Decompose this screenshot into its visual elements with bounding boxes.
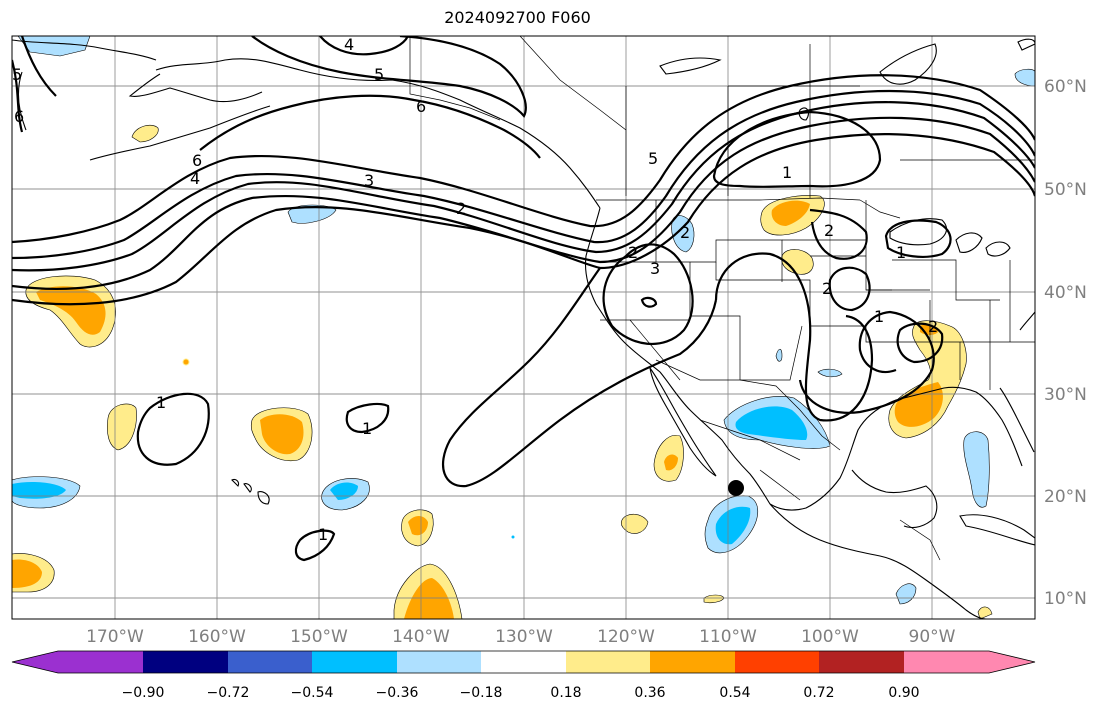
contour-labels: 4 5 6 6 5 3 2 6 4 5 2 3 2 1 2 2 1 1 1 1 … [12,35,938,544]
colorbar-segment [481,651,566,673]
colorbar-tick-label: −0.54 [291,685,334,701]
colorbar-tick-label: 0.72 [803,685,834,701]
lat-label: 40°N [1044,283,1087,303]
colorbar-segment [735,651,819,673]
contour-label: 5 [648,149,658,168]
colorbar-segment [819,651,904,673]
contour-label: 5 [12,65,22,84]
lon-label: 140°W [392,627,450,647]
colorbar-segment [650,651,735,673]
contour-label: 5 [374,65,384,84]
lat-label: 30°N [1044,385,1087,405]
contour-label: 2 [680,223,690,242]
colorbar-segment [566,651,650,673]
map-frame-bg [12,36,1035,619]
colorbar-tick-label: −0.36 [376,685,419,701]
colorbar-max-extension [989,651,1035,673]
contour-label: 1 [318,525,328,544]
map-title: 2024092700 F060 [444,8,591,27]
contour-label: 1 [782,163,792,182]
lon-label: 120°W [597,627,655,647]
colorbar-segment [228,651,312,673]
colorbar-tick-label: −0.72 [207,685,250,701]
contour-label: 6 [192,151,202,170]
contour-label: 6 [14,107,24,126]
longitude-labels: 170°W 160°W 150°W 140°W 130°W 120°W 110°… [86,627,956,647]
lon-label: 130°W [495,627,553,647]
anomaly-fills [12,36,1035,619]
colorbar-tick-label: 0.18 [550,685,581,701]
colorbar-segment [143,651,228,673]
colorbar-tick-label: 0.54 [719,685,750,701]
location-marker [728,480,744,496]
colorbar-min-extension [12,651,58,673]
map-frame-border [11,35,1036,620]
colorbar: −0.90 −0.72 −0.54 −0.36 −0.18 0.18 0.36 … [11,650,1036,701]
lon-label: 110°W [699,627,757,647]
contour-label: 1 [362,419,372,438]
lon-label: 160°W [188,627,246,647]
colorbar-outline [11,650,1036,674]
lon-label: 100°W [801,627,859,647]
contour-label: 2 [824,221,834,240]
colorbar-segment [312,651,397,673]
lat-label: 10°N [1044,589,1087,609]
latitude-labels: 60°N 50°N 40°N 30°N 20°N 10°N [1044,77,1087,609]
colorbar-segment [397,651,481,673]
contour-label: 2 [822,279,832,298]
colorbar-segment [58,651,143,673]
contour-label: 1 [156,393,166,412]
contour-label: 6 [416,97,426,116]
contour-label: 4 [344,35,354,54]
colorbar-tick-label: −0.90 [122,685,165,701]
contour-label: 2 [456,199,466,218]
contour-label: 3 [364,171,374,190]
contour-lines [12,36,1035,562]
lon-label: 170°W [86,627,144,647]
contour-label: 3 [650,259,660,278]
lon-label: 90°W [909,627,956,647]
lat-label: 60°N [1044,77,1087,97]
colorbar-tick-label: 0.90 [888,685,919,701]
colorbar-segment [904,651,989,673]
contour-label: 4 [190,169,200,188]
contour-label: 2 [928,317,938,336]
lat-label: 50°N [1044,180,1087,200]
contour-label: 1 [874,307,884,326]
lon-label: 150°W [290,627,348,647]
contour-label: 2 [628,243,638,262]
colorbar-tick-label: 0.36 [634,685,665,701]
lat-label: 20°N [1044,487,1087,507]
contour-label: 1 [896,243,906,262]
colorbar-tick-label: −0.18 [460,685,503,701]
